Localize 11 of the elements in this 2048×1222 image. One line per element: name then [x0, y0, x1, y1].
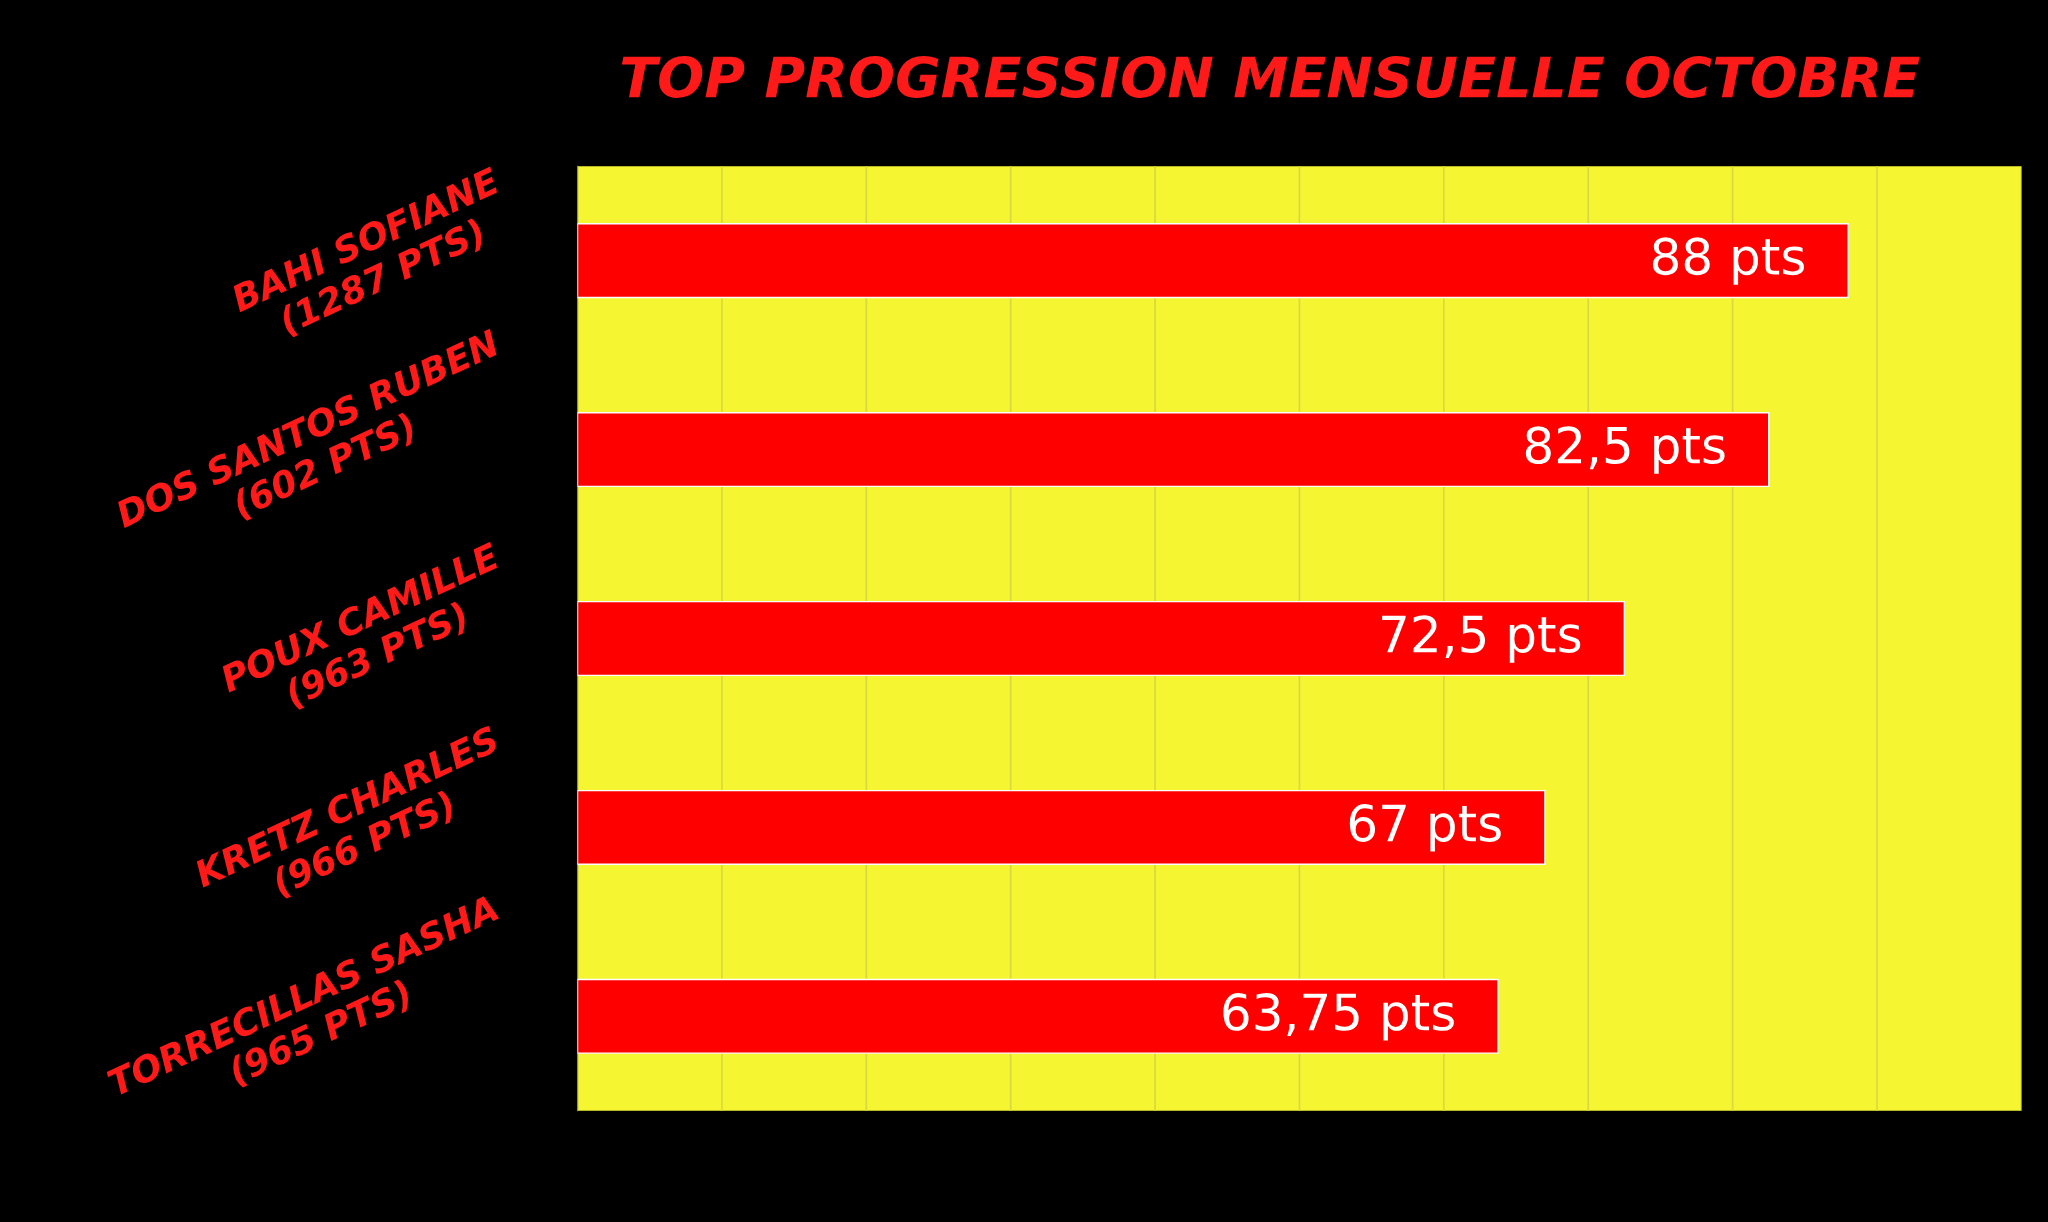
data-label: 63,75 pts: [1223, 993, 1454, 1041]
chart-title: TOP PROGRESSION MENSUELLE OCTOBRE: [621, 55, 1920, 98]
data-label: 72,5 pts: [1382, 615, 1581, 663]
bar: [577, 223, 1849, 299]
bar: [577, 978, 1499, 1054]
data-label: 67 pts: [1349, 804, 1501, 852]
bar: [577, 412, 1770, 488]
bar: [577, 600, 1626, 677]
data-label: 88 pts: [1652, 237, 1805, 285]
data-label: 82,5 pts: [1525, 426, 1725, 474]
bar: [577, 789, 1546, 865]
